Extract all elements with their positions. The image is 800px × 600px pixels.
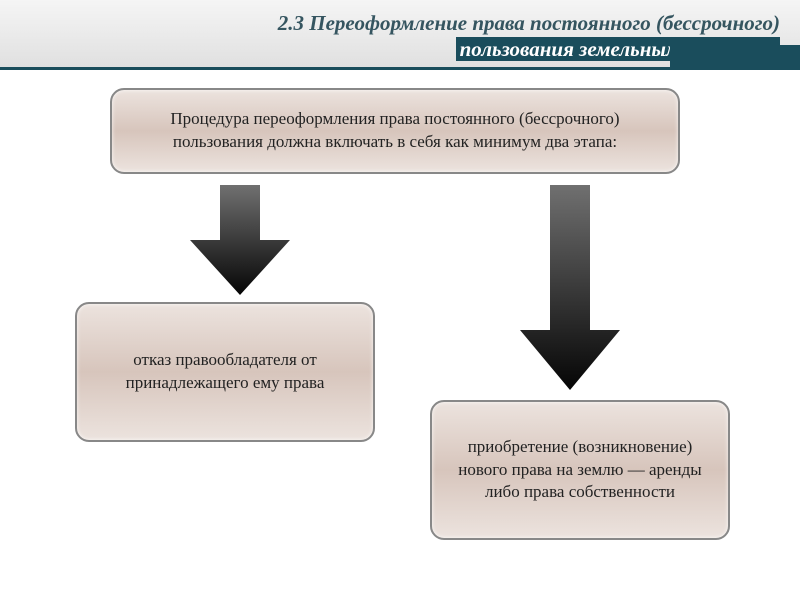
- box-left-refusal: отказ правообладателя от принадлежащего …: [75, 302, 375, 442]
- box-top-procedure: Процедура переоформления права постоянно…: [110, 88, 680, 174]
- header-bar: 2.3 Переоформление права постоянного (бе…: [0, 0, 800, 70]
- title-line-1: 2.3 Переоформление права постоянного (бе…: [278, 11, 780, 35]
- box-left-text: отказ правообладателя от принадлежащего …: [99, 349, 351, 395]
- box-right-text: приобретение (возникновение) нового прав…: [454, 436, 706, 505]
- corner-accent: [670, 45, 800, 70]
- arrow-down-right-icon: [520, 185, 620, 390]
- box-top-text: Процедура переоформления права постоянно…: [134, 108, 656, 154]
- box-right-acquisition: приобретение (возникновение) нового прав…: [430, 400, 730, 540]
- arrow-down-left-icon: [190, 185, 290, 295]
